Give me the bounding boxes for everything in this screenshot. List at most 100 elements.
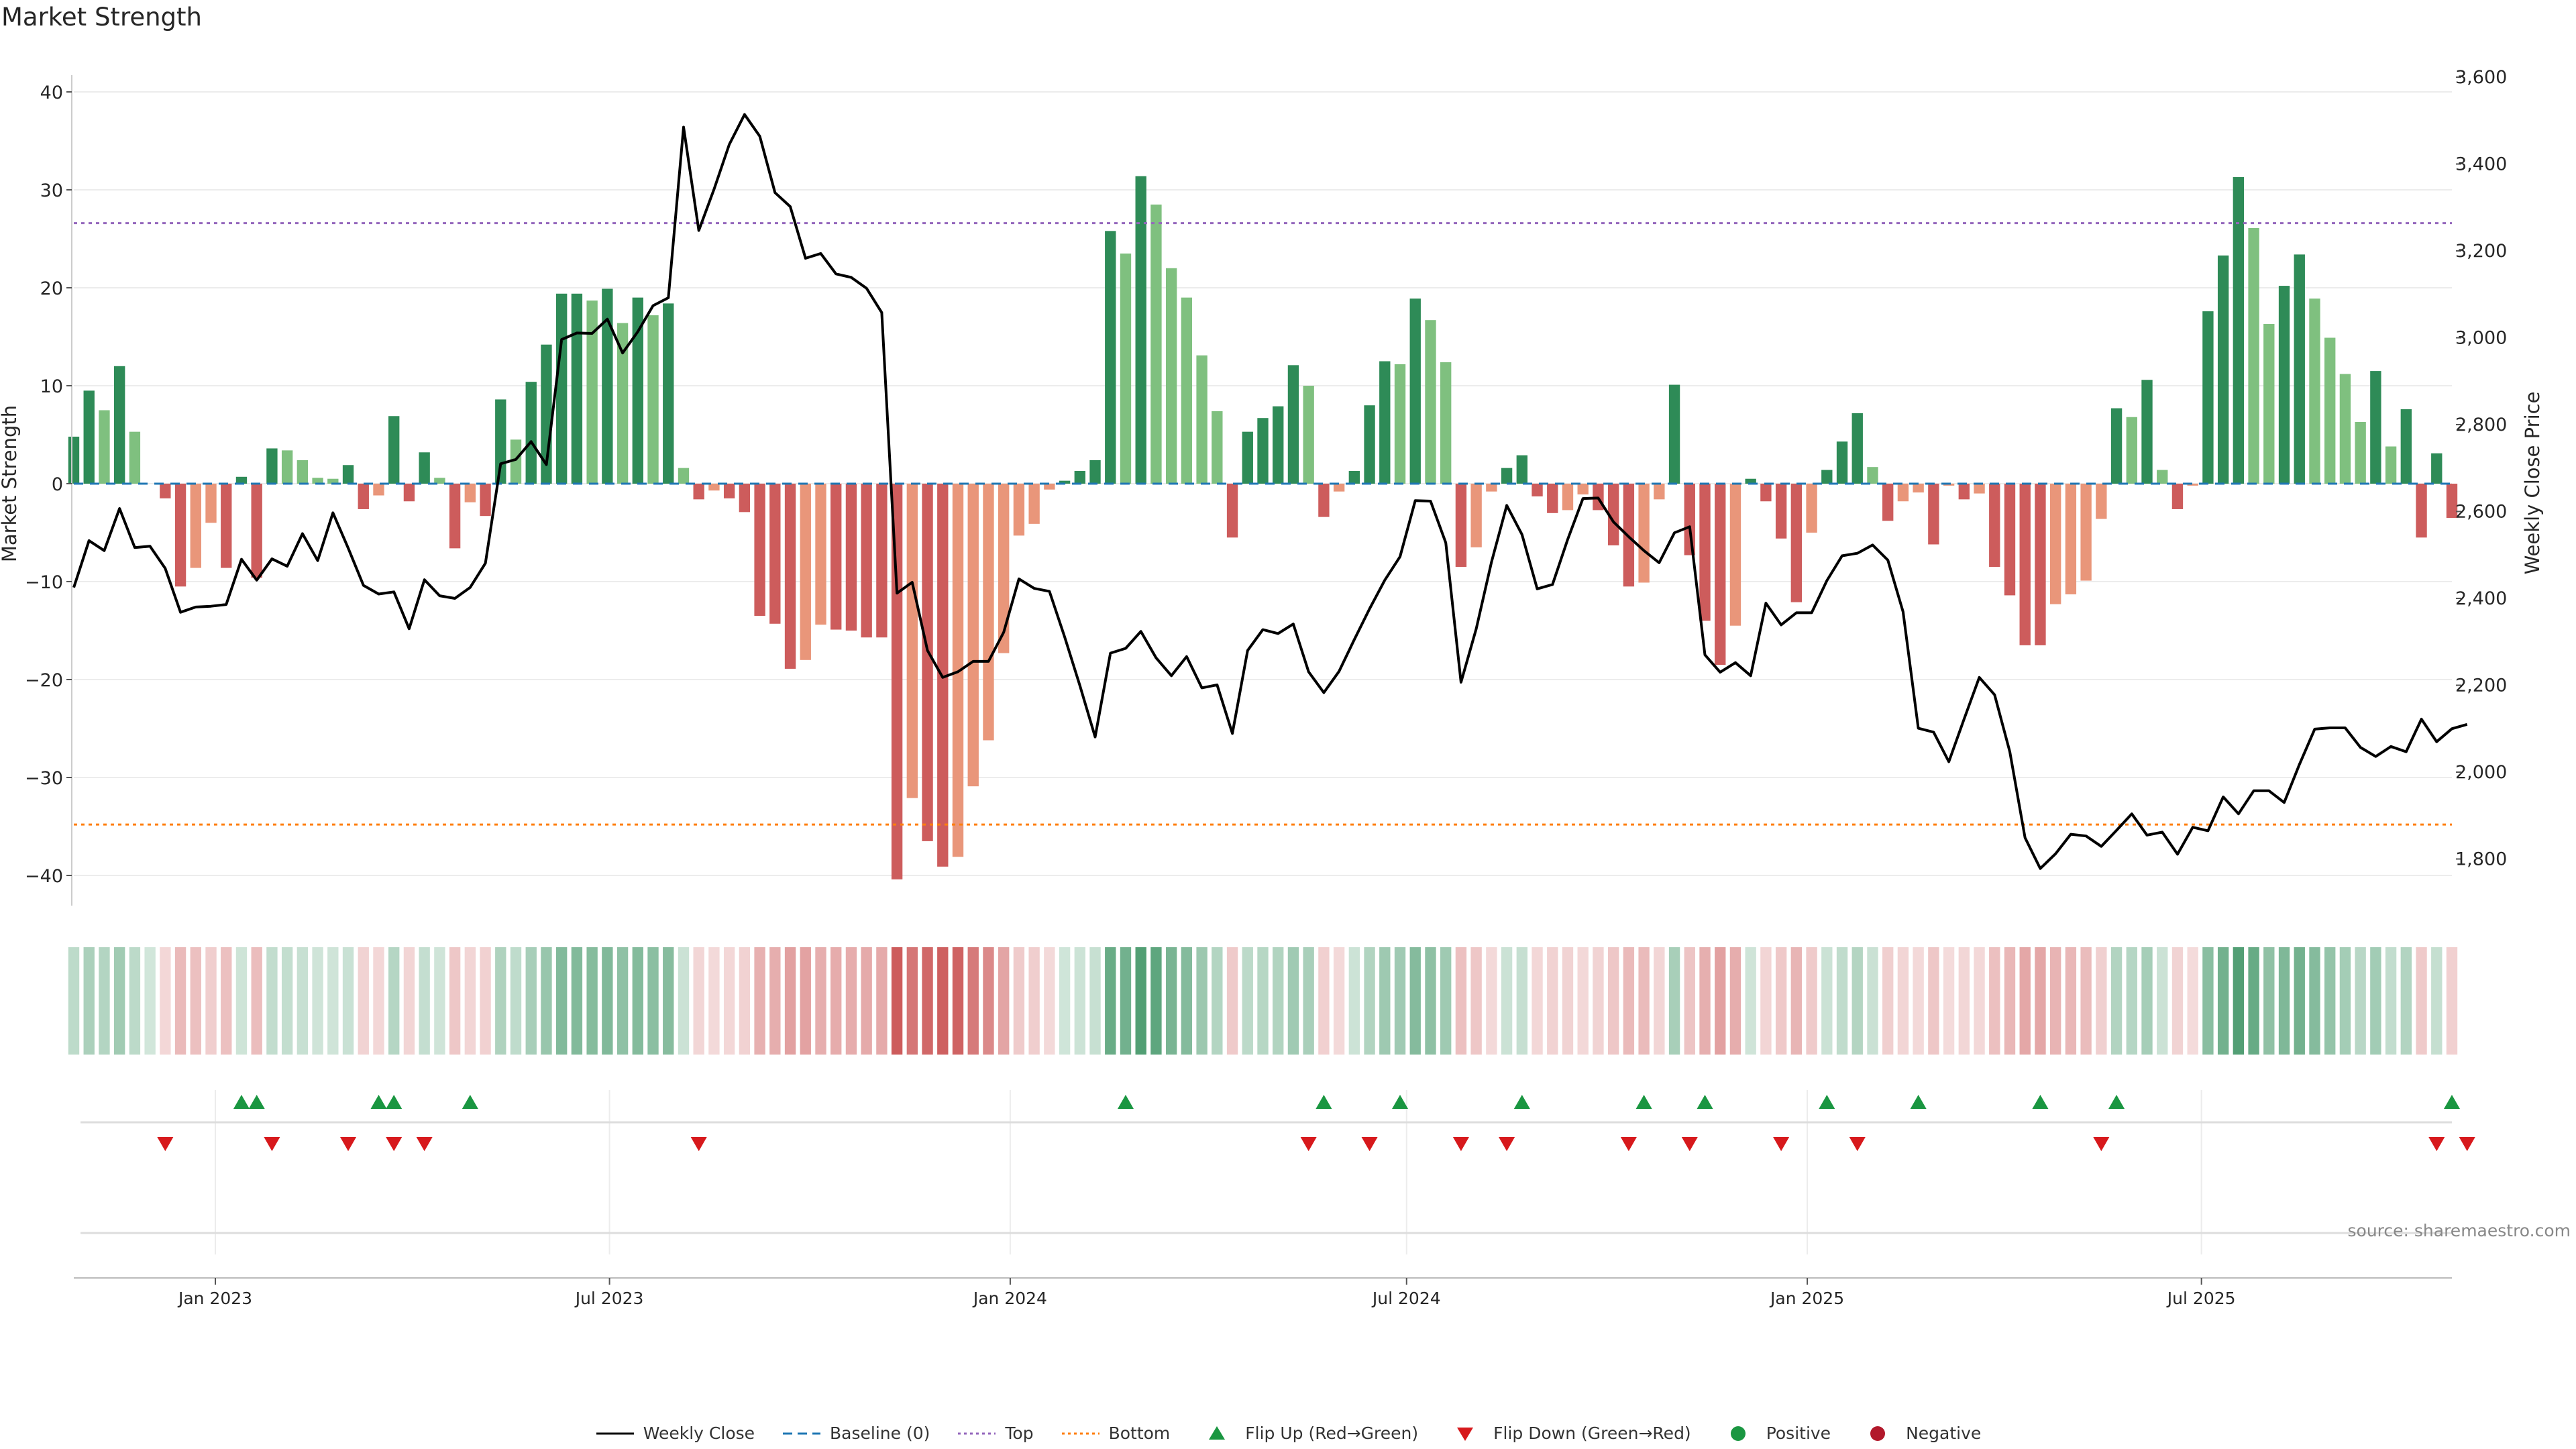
strength-bar xyxy=(632,297,643,484)
y2-tick-label: 3,600 xyxy=(2455,67,2507,88)
heat-cell xyxy=(2248,947,2259,1055)
axes: 40 30 20 10 0 −10 −20 −30 −40 Market Strength 3,60… xyxy=(0,67,2544,1308)
heat-cell xyxy=(1242,947,1253,1055)
heat-cell xyxy=(1044,947,1055,1055)
strength-bar xyxy=(2370,371,2381,484)
strength-bar xyxy=(2171,484,2184,509)
heat-cell xyxy=(266,947,278,1055)
strength-bar xyxy=(830,484,842,630)
heat-cell xyxy=(906,947,918,1055)
strength-bar xyxy=(129,431,141,484)
strength-bar xyxy=(1790,484,1803,602)
strength-bar xyxy=(312,478,323,484)
heat-cell xyxy=(2187,947,2198,1055)
flip-up-marker xyxy=(1513,1095,1530,1109)
heat-cell xyxy=(2126,947,2137,1055)
heat-cell xyxy=(1547,947,1558,1055)
heat-cell xyxy=(2049,947,2061,1055)
heat-cell xyxy=(815,947,826,1055)
heat-cell xyxy=(1715,947,1726,1055)
heat-cell xyxy=(144,947,156,1055)
heat-cell xyxy=(449,947,461,1055)
strength-bar xyxy=(1013,484,1025,536)
strength-bar xyxy=(983,484,994,741)
strength-bar xyxy=(1196,355,1208,484)
weekly-close-series xyxy=(72,113,2468,870)
heat-cell xyxy=(1851,947,1863,1055)
heat-cell xyxy=(1623,947,1635,1055)
source-note: source: sharemaestro.com xyxy=(2347,1221,2571,1240)
heat-cell xyxy=(998,947,1010,1055)
x-tick-label: Jan 2024 xyxy=(972,1289,1047,1308)
flip-down-marker xyxy=(157,1137,174,1151)
strength-bar xyxy=(1775,484,1787,539)
heat-cell xyxy=(1821,947,1833,1055)
strength-bar xyxy=(1333,484,1345,492)
heat-cell xyxy=(647,947,659,1055)
heat-cell xyxy=(297,947,309,1055)
strength-bar xyxy=(190,484,201,568)
strength-bar xyxy=(2263,324,2275,484)
heat-cell xyxy=(967,947,979,1055)
strength-bar xyxy=(1897,484,1909,502)
heat-cell xyxy=(1181,947,1193,1055)
strength-bar xyxy=(2294,254,2305,484)
flip-down-marker xyxy=(1300,1137,1317,1151)
legend-label: Negative xyxy=(1906,1424,1982,1443)
strength-bar xyxy=(754,484,765,616)
heat-cell xyxy=(1790,947,1803,1055)
gridlines xyxy=(74,91,2452,1254)
legend-item: Flip Down (Green→Red) xyxy=(1445,1424,1691,1443)
legend-item: Baseline (0) xyxy=(782,1424,930,1443)
heat-cell xyxy=(2416,947,2427,1055)
heat-cell xyxy=(2035,947,2046,1055)
strength-bar xyxy=(586,300,598,484)
heat-cell xyxy=(1379,947,1391,1055)
heat-cell xyxy=(1425,947,1436,1055)
strength-bar xyxy=(876,484,888,638)
heat-cell xyxy=(1607,947,1619,1055)
legend-item: Weekly Close xyxy=(595,1424,755,1443)
heat-cell xyxy=(952,947,964,1055)
legend-swatch-line xyxy=(596,1432,634,1434)
flip-up-marker xyxy=(2032,1095,2049,1109)
y-tick-label: −20 xyxy=(25,670,63,691)
heat-cell xyxy=(1668,947,1680,1055)
heat-cell xyxy=(1577,947,1589,1055)
heat-cell xyxy=(1150,947,1162,1055)
heat-cell xyxy=(693,947,704,1055)
strength-bar xyxy=(113,366,125,484)
y-tick-label: −30 xyxy=(25,768,63,789)
strength-bar xyxy=(1668,384,1680,484)
heat-cell xyxy=(1287,947,1299,1055)
flip-up-marker xyxy=(462,1095,478,1109)
heat-cell xyxy=(1593,947,1604,1055)
heat-cell xyxy=(99,947,110,1055)
y-tick-label: −40 xyxy=(25,866,63,887)
heat-cell xyxy=(1348,947,1360,1055)
heat-cell xyxy=(129,947,141,1055)
flip-up-marker xyxy=(233,1095,250,1109)
heat-cell xyxy=(1120,947,1132,1055)
strength-bar xyxy=(571,293,583,484)
heat-cell xyxy=(1089,947,1101,1055)
flip-up-marker xyxy=(1316,1095,1332,1109)
strength-bar xyxy=(525,382,537,484)
y2-tick-label: 3,400 xyxy=(2455,154,2507,175)
strength-bar xyxy=(1760,484,1772,502)
y2-tick-label: 2,200 xyxy=(2455,676,2507,696)
strength-bar xyxy=(1181,297,1193,484)
flip-up-marker xyxy=(248,1095,265,1109)
heat-cell xyxy=(1486,947,1497,1055)
strength-heat-strip xyxy=(68,947,2458,1055)
strength-bar xyxy=(1394,364,1406,484)
strength-bar xyxy=(1577,484,1589,495)
strength-bar xyxy=(2431,453,2443,484)
y-tick-label: 0 xyxy=(52,474,63,495)
flip-up-marker xyxy=(1392,1095,1409,1109)
legend: Weekly Close Baseline (0) Top Bottom Flip Up… xyxy=(0,1424,2576,1443)
strength-bar xyxy=(922,484,933,841)
heat-cell xyxy=(190,947,201,1055)
strength-bar xyxy=(1684,484,1695,555)
